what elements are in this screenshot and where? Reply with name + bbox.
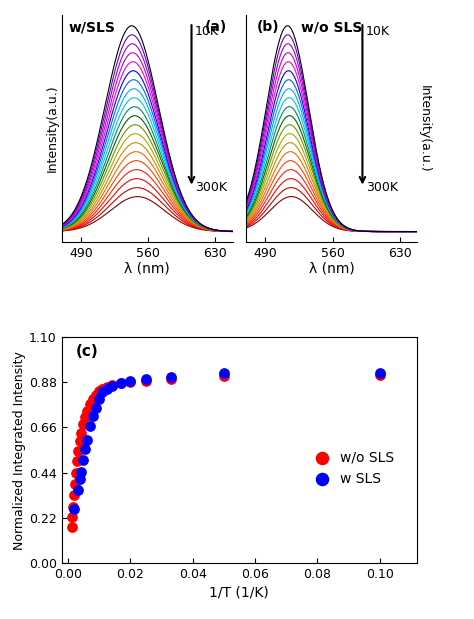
- X-axis label: λ (nm): λ (nm): [309, 261, 355, 275]
- w/o SLS: [76, 436, 83, 446]
- w/o SLS: [72, 479, 79, 489]
- w SLS: [76, 474, 83, 484]
- w/o SLS: [69, 502, 77, 512]
- w SLS: [220, 368, 228, 378]
- w SLS: [82, 444, 89, 454]
- Text: (a): (a): [205, 20, 228, 34]
- w SLS: [95, 394, 103, 404]
- w SLS: [78, 467, 85, 477]
- Y-axis label: Intensity(a.u.): Intensity(a.u.): [418, 85, 431, 173]
- w SLS: [103, 384, 110, 394]
- w/o SLS: [103, 383, 110, 392]
- w SLS: [108, 381, 115, 391]
- Legend: w/o SLS, w SLS: w/o SLS, w SLS: [302, 445, 400, 491]
- w SLS: [80, 456, 87, 465]
- w SLS: [376, 368, 383, 378]
- Y-axis label: Intensity(a.u.): Intensity(a.u.): [46, 85, 59, 173]
- Text: (b): (b): [256, 20, 279, 34]
- w/o SLS: [92, 390, 100, 400]
- w SLS: [92, 403, 100, 413]
- w SLS: [70, 504, 78, 514]
- w/o SLS: [95, 386, 103, 396]
- Text: 10K: 10K: [195, 25, 219, 38]
- w SLS: [86, 422, 93, 431]
- w/o SLS: [73, 456, 81, 466]
- w SLS: [83, 435, 91, 445]
- w SLS: [127, 376, 134, 386]
- Text: w/SLS: w/SLS: [68, 20, 115, 34]
- w/o SLS: [127, 377, 134, 387]
- w SLS: [99, 387, 106, 397]
- w SLS: [142, 374, 150, 384]
- w SLS: [74, 485, 82, 495]
- w SLS: [89, 411, 97, 421]
- Y-axis label: Normalized Integrated Intensity: Normalized Integrated Intensity: [13, 351, 26, 550]
- X-axis label: λ (nm): λ (nm): [124, 261, 170, 275]
- w/o SLS: [73, 468, 80, 478]
- Text: 300K: 300K: [366, 181, 398, 194]
- Text: 10K: 10K: [366, 25, 390, 38]
- Text: w/o SLS: w/o SLS: [301, 20, 362, 34]
- w/o SLS: [142, 376, 150, 386]
- w/o SLS: [83, 406, 91, 416]
- w/o SLS: [376, 370, 383, 380]
- w SLS: [167, 372, 174, 382]
- w SLS: [117, 378, 125, 387]
- w/o SLS: [69, 512, 76, 522]
- w/o SLS: [117, 378, 125, 388]
- w/o SLS: [89, 394, 97, 404]
- w/o SLS: [220, 371, 228, 381]
- Text: (c): (c): [76, 344, 99, 359]
- w/o SLS: [80, 420, 87, 430]
- w/o SLS: [86, 399, 93, 409]
- w/o SLS: [68, 522, 75, 532]
- w/o SLS: [167, 374, 174, 384]
- w/o SLS: [78, 428, 85, 438]
- X-axis label: 1/T (1/K): 1/T (1/K): [210, 586, 269, 599]
- w/o SLS: [82, 412, 89, 422]
- Text: 300K: 300K: [195, 181, 227, 194]
- w/o SLS: [70, 490, 78, 500]
- w/o SLS: [74, 446, 82, 456]
- w/o SLS: [99, 384, 106, 394]
- w/o SLS: [108, 380, 115, 390]
